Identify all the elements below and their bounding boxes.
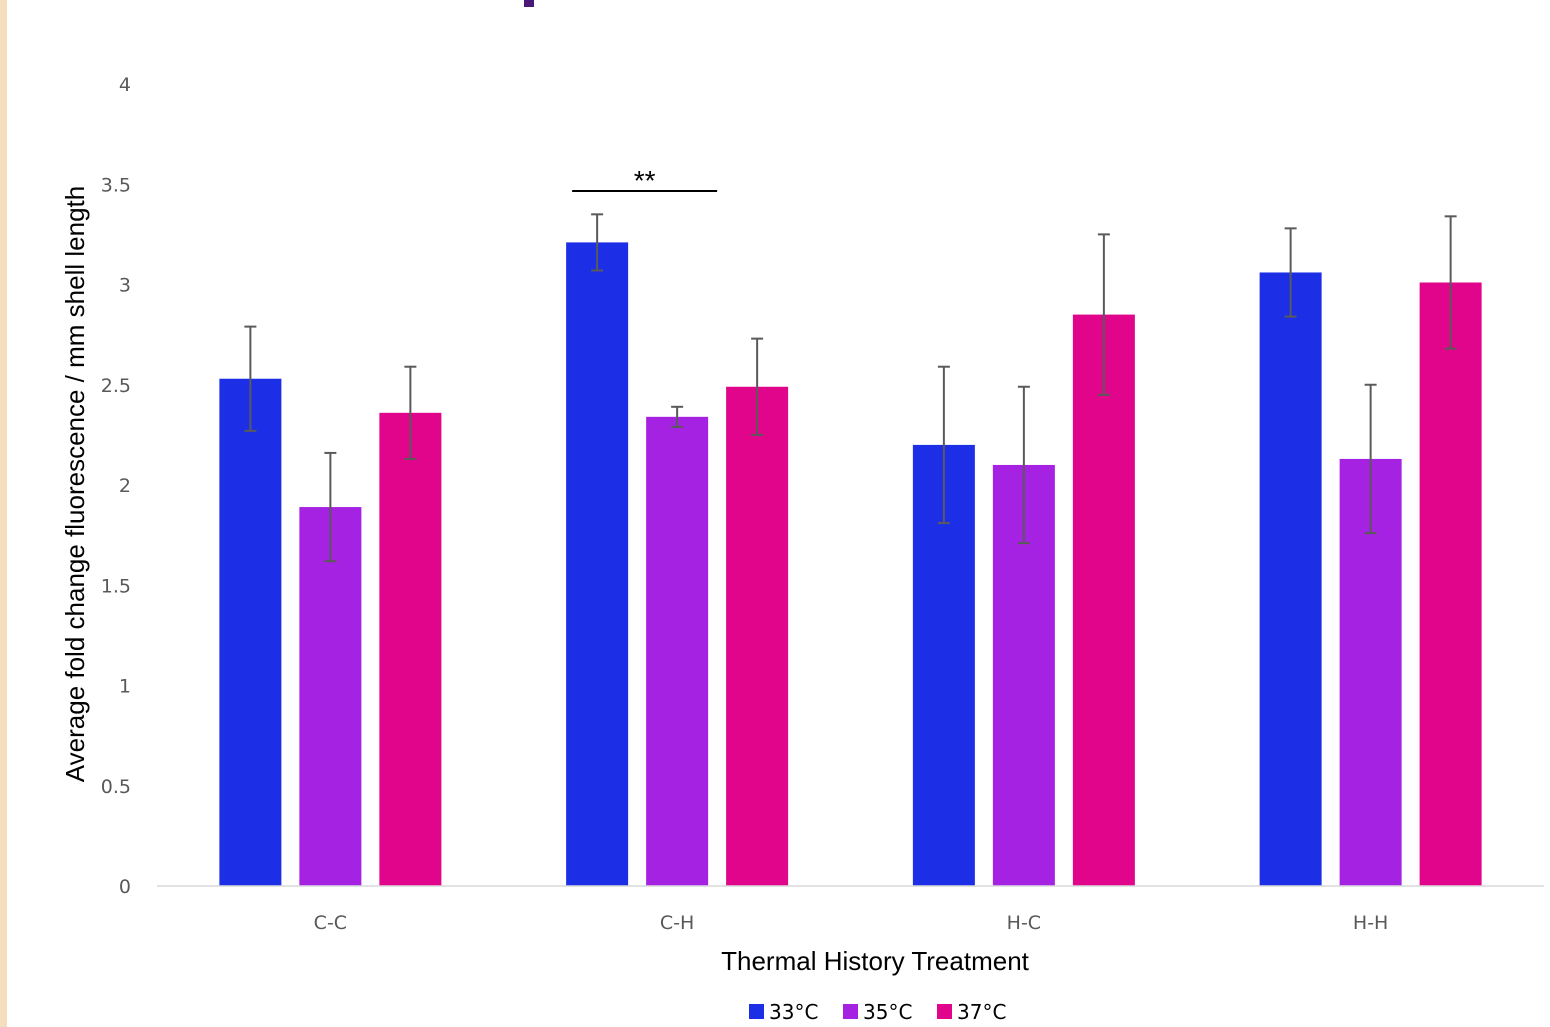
legend-label: 35°C — [863, 1000, 912, 1024]
legend-label: 37°C — [957, 1000, 1006, 1024]
y-tick-label: 3.5 — [101, 174, 131, 196]
bar — [379, 412, 442, 886]
error-bar — [751, 337, 764, 436]
legend-label: 33°C — [769, 1000, 818, 1024]
x-axis-title: Thermal History Treatment — [721, 946, 1030, 976]
x-tick-label: H-C — [1007, 912, 1041, 934]
legend-item: 33°C — [749, 1000, 818, 1024]
significance-marker: ** — [634, 165, 656, 196]
error-bar — [1364, 383, 1377, 535]
y-tick-label: 2.5 — [101, 375, 131, 397]
x-tick-label: H-H — [1353, 912, 1388, 934]
y-axis-ticks: 0 0.5 1 1.5 2 2.5 3 3.5 4 — [101, 74, 131, 898]
error-bar — [1017, 385, 1030, 545]
error-bar — [244, 325, 257, 432]
x-tick-label: C-C — [314, 912, 347, 934]
y-tick-label: 3 — [119, 275, 131, 297]
legend-swatch — [749, 1004, 764, 1019]
y-tick-label: 1 — [119, 676, 131, 698]
bar — [219, 378, 282, 886]
error-bars-group — [244, 213, 1457, 563]
bars-group — [219, 242, 1482, 887]
error-bar — [1097, 233, 1110, 396]
x-axis-ticks: C-C C-H H-C H-H — [314, 912, 1389, 934]
top-edge-fragment — [524, 0, 534, 7]
legend-swatch — [843, 1004, 858, 1019]
y-tick-label: 2 — [119, 475, 131, 497]
bar — [299, 507, 362, 886]
error-bar — [671, 405, 684, 428]
legend-swatch — [937, 1004, 952, 1019]
error-bar — [324, 451, 337, 563]
error-bar — [937, 365, 950, 525]
legend-item: 35°C — [843, 1000, 912, 1024]
y-tick-label: 4 — [119, 74, 131, 96]
bar — [646, 416, 709, 886]
error-bar — [404, 365, 417, 460]
legend-item: 37°C — [937, 1000, 1006, 1024]
bar — [1259, 272, 1322, 887]
x-tick-label: C-H — [660, 912, 694, 934]
bar — [1072, 314, 1135, 886]
error-bar — [1284, 227, 1297, 318]
error-bar — [1444, 215, 1457, 350]
bar — [566, 242, 629, 886]
error-bar — [591, 213, 604, 272]
bar — [726, 386, 789, 886]
significance-annotation: ** — [572, 165, 718, 196]
y-tick-label: 0.5 — [101, 776, 131, 798]
left-border-strip — [0, 0, 7, 1027]
legend: 33°C 35°C 37°C — [749, 1000, 1006, 1024]
y-axis-title: Average fold change fluorescence / mm sh… — [60, 186, 90, 782]
y-tick-label: 0 — [119, 876, 131, 898]
y-tick-label: 1.5 — [101, 575, 131, 597]
bar — [1419, 282, 1482, 886]
